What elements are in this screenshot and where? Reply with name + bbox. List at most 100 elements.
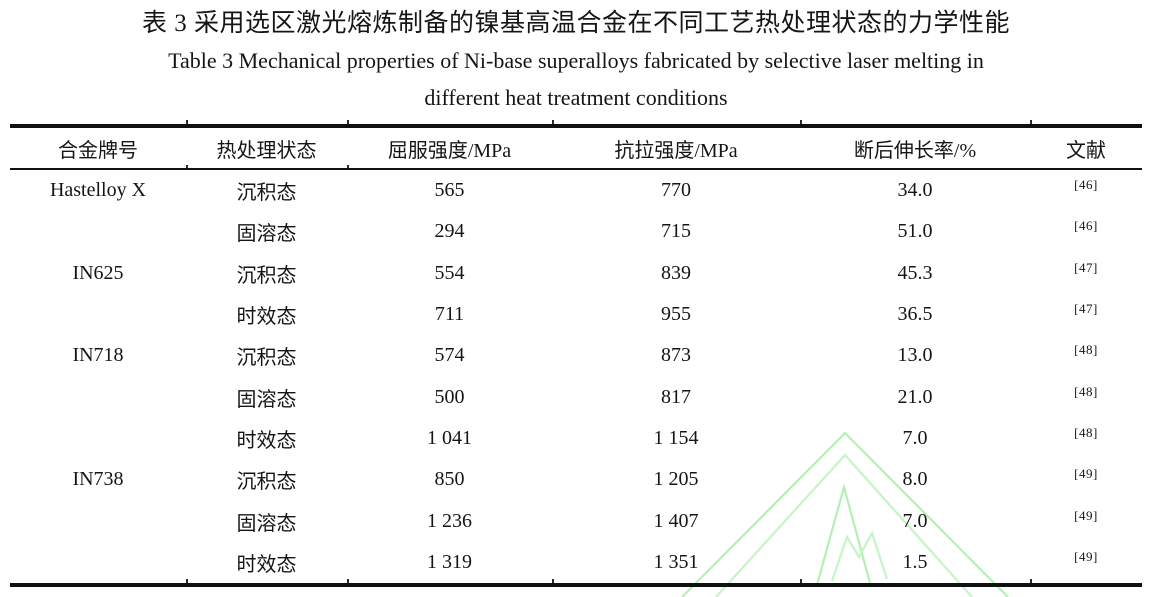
- caption-en-line1: Table 3 Mechanical properties of Ni-base…: [168, 48, 984, 73]
- header-reference: 文献: [1066, 139, 1106, 162]
- elongation-cell: 45.3: [897, 261, 933, 284]
- table-row: IN718 沉积态 574 873 13.0 [48]: [10, 335, 1142, 376]
- column-boundary-tick: [552, 578, 554, 583]
- tensile-cell: 1 154: [653, 426, 699, 449]
- header-elongation: 断后伸长率/%: [853, 139, 977, 162]
- yield-cell: 1 236: [427, 509, 472, 532]
- condition-cell: 固溶态: [236, 388, 297, 411]
- yield-cell: 1 041: [427, 426, 472, 449]
- elongation-cell: 21.0: [897, 385, 933, 408]
- table-row: IN738 沉积态 850 1 205 8.0 [49]: [10, 459, 1142, 500]
- reference-cell: [48]: [1030, 383, 1142, 409]
- reference-superscript: [48]: [1074, 342, 1098, 358]
- table-row: 时效态 1 041 1 154 7.0 [48]: [10, 418, 1142, 459]
- condition-cell: 固溶态: [236, 512, 297, 535]
- tensile-cell: 1 351: [653, 550, 699, 573]
- alloy-cell: Hastelloy X: [49, 179, 147, 202]
- reference-superscript: [47]: [1074, 301, 1098, 317]
- reference-superscript: [46]: [1074, 218, 1098, 234]
- condition-cell: 沉积态: [236, 347, 297, 370]
- column-boundary-tick: [347, 120, 349, 124]
- elongation-cell: 36.5: [897, 303, 933, 326]
- column-boundary-tick: [1030, 120, 1032, 124]
- elongation-cell: 1.5: [902, 550, 928, 573]
- column-boundary-tick: [800, 120, 802, 124]
- table-row: 固溶态 500 817 21.0 [48]: [10, 376, 1142, 417]
- table-row: 固溶态 294 715 51.0 [46]: [10, 211, 1142, 252]
- properties-table: 合金牌号 热处理状态 屈服强度/MPa 抗拉强度/MPa 断后伸长率/% 文献 …: [10, 120, 1142, 587]
- alloy-cell: IN738: [72, 468, 124, 491]
- table-row: 时效态 711 955 36.5 [47]: [10, 294, 1142, 335]
- column-boundary-tick: [186, 578, 188, 583]
- reference-cell: [47]: [1030, 259, 1142, 285]
- yield-cell: 554: [434, 261, 465, 284]
- column-boundary-tick: [347, 578, 349, 583]
- reference-superscript: [48]: [1074, 424, 1098, 440]
- yield-cell: 1 319: [427, 550, 472, 573]
- condition-cell: 沉积态: [236, 264, 297, 287]
- tensile-cell: 955: [661, 303, 691, 326]
- reference-superscript: [46]: [1074, 177, 1098, 193]
- header-condition: 热处理状态: [216, 139, 317, 162]
- reference-superscript: [48]: [1074, 383, 1098, 399]
- tensile-cell: 873: [661, 344, 691, 367]
- table-top-rule: [10, 120, 1142, 128]
- yield-cell: 574: [434, 344, 465, 367]
- table-body: Hastelloy X 沉积态 565 770 34.0 [46] 固溶态 29…: [10, 170, 1142, 583]
- column-boundary-tick: [347, 165, 349, 168]
- elongation-cell: 34.0: [897, 179, 933, 202]
- table-row: 固溶态 1 236 1 407 7.0 [49]: [10, 500, 1142, 541]
- table-header-rule: [10, 165, 1142, 170]
- condition-cell: 时效态: [236, 306, 297, 329]
- reference-cell: [47]: [1030, 301, 1142, 326]
- condition-cell: 固溶态: [236, 223, 297, 246]
- alloy-cell: IN625: [72, 261, 124, 284]
- elongation-cell: 7.0: [902, 509, 928, 532]
- reference-cell: [49]: [1030, 507, 1142, 533]
- caption-en-line2: different heat treatment conditions: [424, 85, 728, 110]
- column-boundary-tick: [186, 165, 188, 168]
- condition-cell: 时效态: [236, 553, 297, 576]
- table-bottom-rule: [10, 578, 1142, 587]
- table-row: 时效态 1 319 1 351 1.5 [49]: [10, 542, 1142, 583]
- caption-zh: 表 3 采用选区激光熔炼制备的镍基高温合金在不同工艺热处理状态的力学性能: [141, 10, 1010, 37]
- header-yield: 屈服强度/MPa: [387, 139, 512, 162]
- tensile-cell: 817: [661, 385, 691, 408]
- reference-cell: [46]: [1030, 218, 1142, 243]
- alloy-cell: IN718: [72, 344, 124, 367]
- reference-cell: [49]: [1030, 466, 1142, 491]
- reference-superscript: [49]: [1074, 507, 1098, 523]
- reference-superscript: [47]: [1074, 259, 1098, 275]
- header-alloy: 合金牌号: [58, 139, 138, 162]
- yield-cell: 294: [434, 220, 465, 243]
- condition-cell: 时效态: [236, 429, 297, 452]
- elongation-cell: 13.0: [897, 344, 933, 367]
- tensile-cell: 1 205: [653, 468, 699, 491]
- condition-cell: 沉积态: [236, 471, 297, 494]
- yield-cell: 850: [434, 468, 465, 491]
- column-boundary-tick: [800, 578, 802, 583]
- yield-cell: 500: [434, 385, 465, 408]
- table-row: IN625 沉积态 554 839 45.3 [47]: [10, 253, 1142, 294]
- table-row: Hastelloy X 沉积态 565 770 34.0 [46]: [10, 170, 1142, 211]
- elongation-cell: 8.0: [902, 468, 928, 491]
- elongation-cell: 7.0: [902, 426, 928, 449]
- condition-cell: 沉积态: [236, 182, 297, 205]
- column-boundary-tick: [1030, 578, 1032, 583]
- reference-cell: [46]: [1030, 177, 1142, 202]
- yield-cell: 711: [434, 303, 465, 326]
- reference-superscript: [49]: [1074, 466, 1098, 482]
- tensile-cell: 715: [661, 220, 691, 243]
- column-boundary-tick: [552, 120, 554, 124]
- yield-cell: 565: [434, 179, 465, 202]
- column-boundary-tick: [186, 120, 188, 124]
- reference-cell: [49]: [1030, 548, 1142, 574]
- reference-superscript: [49]: [1074, 548, 1098, 564]
- table-header-row: 合金牌号 热处理状态 屈服强度/MPa 抗拉强度/MPa 断后伸长率/% 文献: [10, 128, 1142, 168]
- tensile-cell: 1 407: [653, 509, 699, 532]
- tensile-cell: 839: [661, 261, 691, 284]
- reference-cell: [48]: [1030, 424, 1142, 450]
- elongation-cell: 51.0: [897, 220, 933, 243]
- table-caption: 表 3 采用选区激光熔炼制备的镍基高温合金在不同工艺热处理状态的力学性能 Tab…: [0, 6, 1152, 116]
